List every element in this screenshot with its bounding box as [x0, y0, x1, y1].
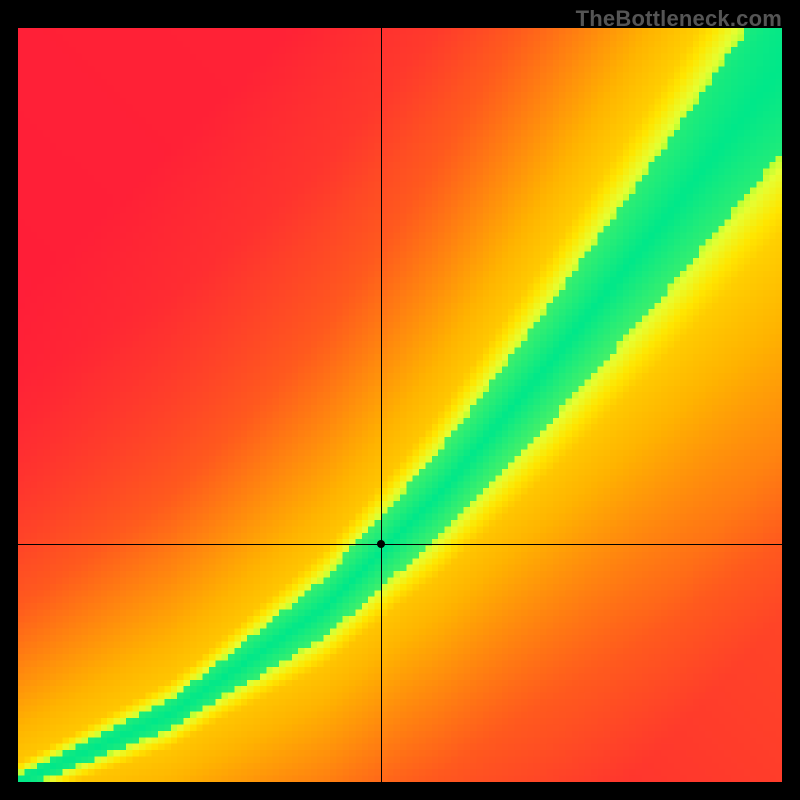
heatmap-frame [18, 28, 782, 782]
watermark-text: TheBottleneck.com [576, 6, 782, 32]
heatmap-canvas [18, 28, 782, 782]
